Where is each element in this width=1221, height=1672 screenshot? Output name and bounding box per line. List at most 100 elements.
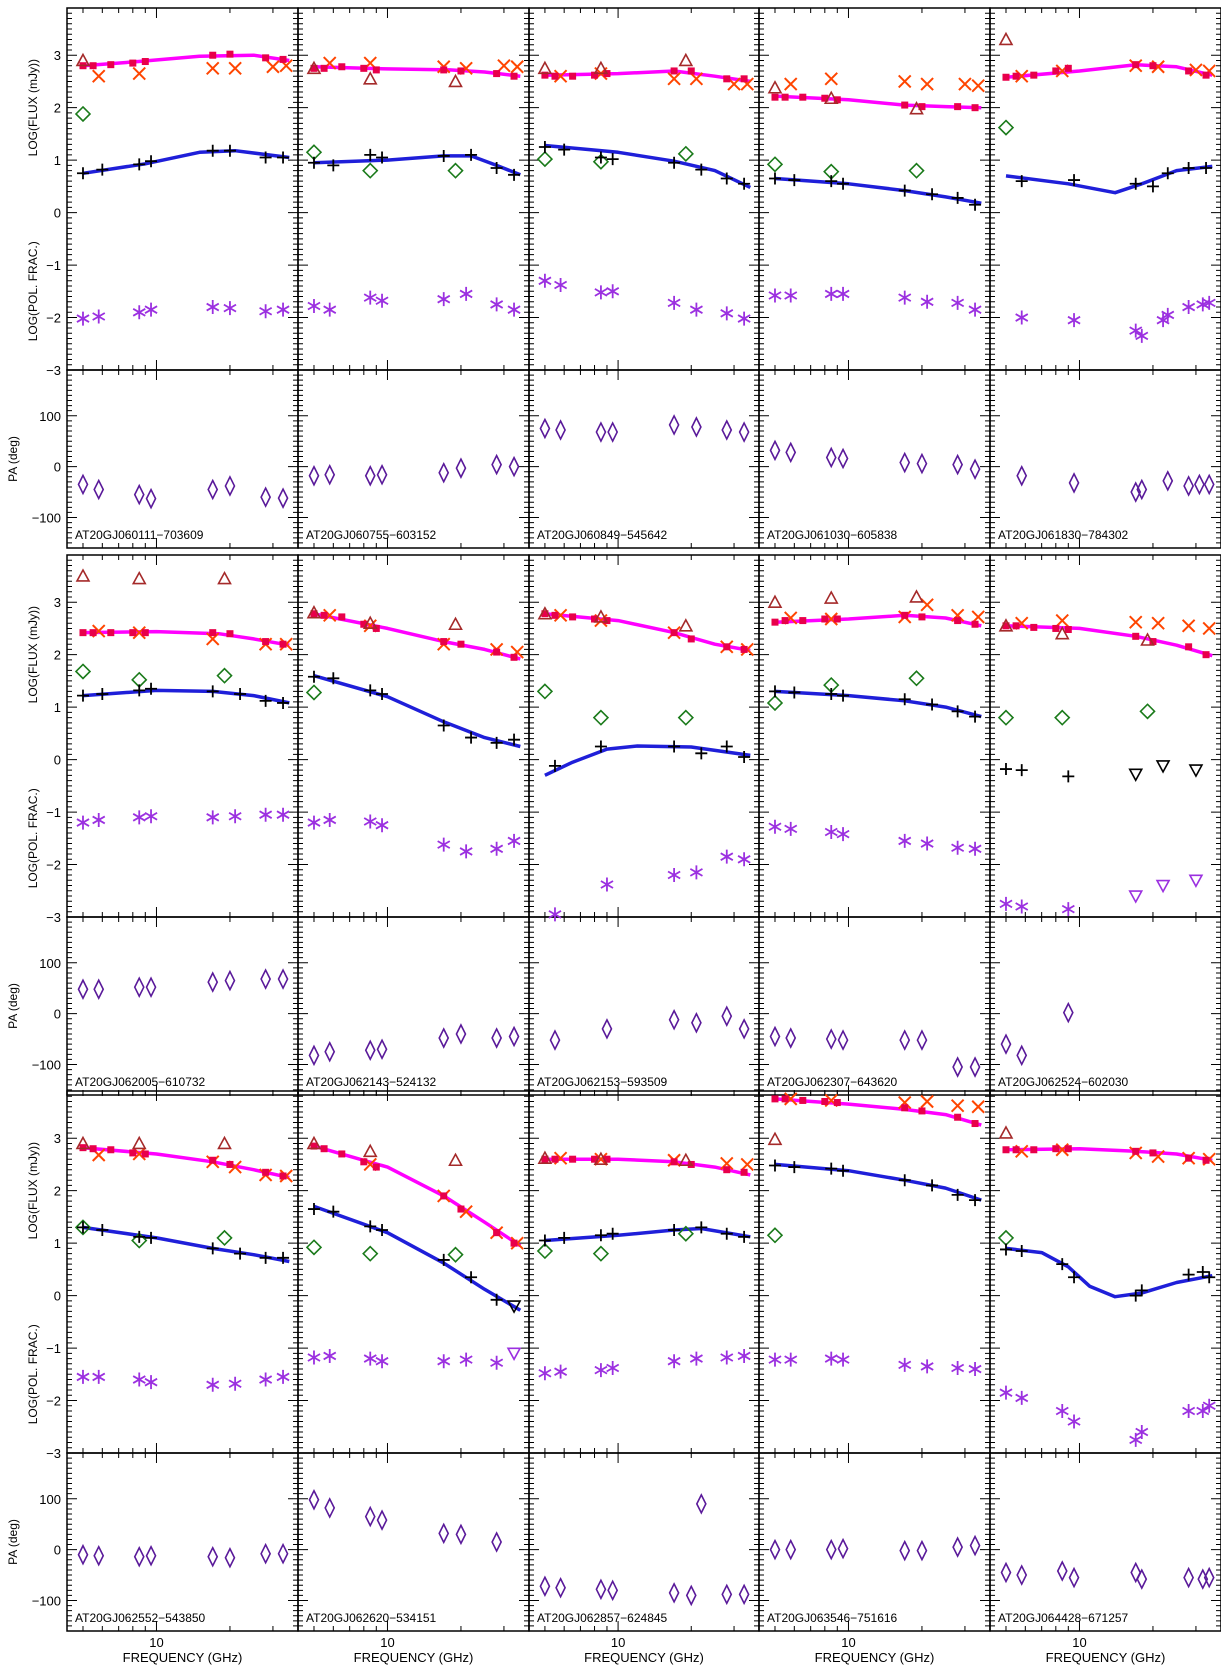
square-point — [591, 1155, 599, 1163]
pol-flux-point — [206, 144, 219, 157]
pol-frac-point — [1015, 899, 1029, 914]
pa-point — [145, 1544, 157, 1567]
square-point — [1012, 1146, 1020, 1154]
square-point — [821, 94, 829, 102]
pol-frac-point — [999, 896, 1013, 911]
pol-flux-point — [1135, 1284, 1148, 1297]
pol-flux-point — [825, 1162, 838, 1175]
square-point — [510, 653, 518, 661]
square-point — [320, 611, 328, 619]
square-point — [209, 51, 217, 59]
pa-point — [207, 1545, 219, 1568]
square-point — [372, 66, 380, 74]
diamond-point — [536, 150, 554, 168]
square-point — [1132, 632, 1140, 640]
square-point — [338, 63, 346, 71]
pol-frac-point — [507, 833, 521, 848]
pol-flux-point — [277, 1251, 290, 1264]
square-point — [740, 645, 748, 653]
cross-point — [740, 1157, 754, 1172]
pol-frac-point — [951, 295, 965, 310]
flux-y-tick-label: 1 — [54, 153, 61, 168]
flux-y-tick-label: 1 — [54, 1236, 61, 1251]
pol-flux-point — [307, 670, 320, 683]
square-point — [1030, 1146, 1038, 1154]
source-name: AT20GJ060755−603152 — [306, 528, 437, 542]
cross-point — [971, 78, 985, 93]
x-ticks — [313, 8, 505, 548]
pa-frame — [989, 1452, 1221, 1632]
pa-y-ticks — [67, 921, 298, 1091]
triangle-point — [593, 60, 609, 75]
source-name: AT20GJ061030−605838 — [767, 528, 898, 542]
pol-flux-point — [1015, 1245, 1028, 1258]
total-flux-fit — [313, 1144, 522, 1248]
pol-flux-point — [259, 694, 272, 707]
triangle-point — [362, 71, 378, 85]
pa-point — [899, 451, 911, 474]
pol-flux-point — [969, 1194, 982, 1207]
pol-flux-point — [1182, 1268, 1195, 1281]
pa-point — [324, 1497, 336, 1519]
pol-flux-point — [1129, 177, 1142, 190]
flux-ylabel: LOG(FLUX (mJy)) — [26, 1142, 40, 1239]
pol-flux-point — [1056, 1258, 1069, 1271]
pol-frac-point — [1161, 307, 1175, 322]
square-point — [129, 629, 137, 637]
pol-flux-point — [1146, 180, 1159, 193]
square-point — [821, 1097, 829, 1105]
pa-point — [455, 1023, 467, 1045]
square-point — [1202, 651, 1210, 659]
diamond-point — [305, 684, 323, 701]
square-point — [1064, 1145, 1072, 1153]
pa-point — [721, 1005, 733, 1027]
pa-point — [455, 1523, 467, 1546]
source-name: AT20GJ062307−643620 — [767, 1075, 898, 1089]
pa-y-ticks — [529, 374, 759, 544]
square-point — [1012, 622, 1020, 630]
diamond-point — [677, 709, 694, 726]
cross-point — [720, 1156, 734, 1171]
upper-limit-point — [1188, 764, 1204, 778]
square-point — [551, 72, 559, 80]
pol-flux-point — [465, 148, 478, 161]
pol-flux-point — [1200, 162, 1213, 175]
pol-frac-point — [307, 298, 321, 313]
square-point — [493, 70, 501, 78]
square-point — [781, 93, 789, 101]
pol-frac-point — [1061, 902, 1075, 917]
pol-frac-point — [920, 1359, 934, 1374]
pa-frame — [758, 916, 991, 1096]
pol-frac-point — [606, 284, 620, 299]
cross-point — [667, 72, 681, 86]
pol-flux-fit — [313, 154, 521, 177]
cross-point — [784, 1092, 798, 1106]
triangle-point — [306, 1135, 322, 1150]
x-axis-label: FREQUENCY (GHz) — [354, 1650, 474, 1665]
triangle-point — [767, 80, 783, 94]
panel-7: AT20GJ062153−593509 — [528, 554, 760, 1096]
pa-y-tick-label: 0 — [54, 1543, 61, 1558]
triangle-point — [823, 90, 839, 105]
square-point — [510, 1239, 518, 1247]
square-point — [279, 640, 287, 648]
pol-frac-point — [307, 815, 321, 830]
square-point — [833, 615, 841, 623]
pol-frac-point — [1015, 310, 1029, 325]
source-name: AT20GJ062620−534151 — [306, 1611, 437, 1625]
pol-flux-fit — [774, 689, 982, 719]
pol-frac-point — [554, 278, 568, 293]
square-point — [1064, 64, 1072, 72]
pol-frac-point — [1182, 1404, 1196, 1419]
pa-y-tick-label: −100 — [32, 1593, 61, 1608]
pol-flux-fit — [774, 1162, 982, 1202]
triangle-point — [1054, 626, 1070, 640]
pa-point — [1068, 1566, 1080, 1589]
flux-y-ticks — [759, 12, 990, 371]
pa-point — [738, 1018, 750, 1040]
pa-y-ticks — [298, 1457, 529, 1627]
pol-frac-point — [554, 1364, 568, 1379]
pol-flux-point — [898, 693, 911, 706]
pa-point — [1000, 1561, 1012, 1584]
square-point — [670, 629, 678, 637]
